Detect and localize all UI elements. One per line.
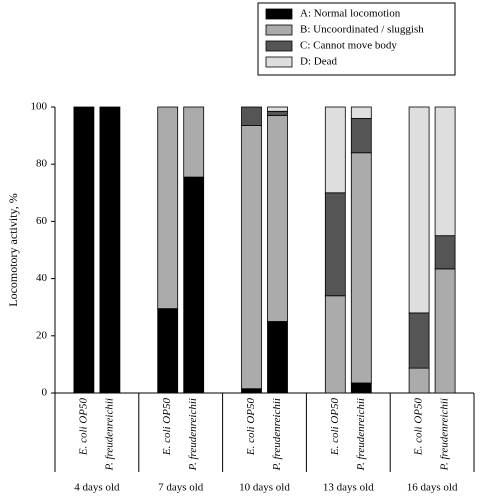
x-tick-label: E. coli OP50 bbox=[245, 398, 257, 457]
y-tick-label: 60 bbox=[36, 215, 48, 227]
legend-swatch bbox=[265, 40, 293, 52]
bar-segment bbox=[434, 268, 456, 394]
bar-segment bbox=[241, 125, 262, 390]
x-tick-label: P. freudenreichii bbox=[103, 398, 115, 471]
y-tick-label: 80 bbox=[36, 158, 48, 170]
legend-swatch bbox=[265, 56, 293, 68]
legend-swatch bbox=[265, 8, 293, 20]
x-tick-label: E. coli OP50 bbox=[161, 398, 173, 457]
bar-segment bbox=[324, 192, 346, 297]
bar-segment bbox=[73, 106, 95, 394]
group-label: 7 days old bbox=[158, 482, 204, 494]
y-axis-label: Locomotory activity, % bbox=[6, 193, 20, 307]
bar-segment bbox=[241, 388, 262, 394]
bar-segment bbox=[183, 176, 205, 394]
bar-segment bbox=[241, 106, 262, 126]
bar-segment bbox=[324, 295, 346, 394]
x-tick-label: P. freudenreichii bbox=[187, 398, 199, 471]
bar-segment bbox=[408, 106, 430, 314]
x-tick-label: E. coli OP50 bbox=[413, 398, 425, 457]
legend-label: D: Dead bbox=[300, 56, 337, 68]
y-tick-label: 0 bbox=[42, 387, 48, 399]
bar-segment bbox=[267, 321, 288, 394]
y-tick-label: 100 bbox=[31, 101, 48, 113]
y-tick-label: 40 bbox=[36, 272, 48, 284]
legend-label: A: Normal locomotion bbox=[300, 8, 401, 20]
y-tick-label: 20 bbox=[36, 329, 48, 341]
bar-segment bbox=[157, 308, 179, 394]
legend-label: B: Uncoordinated / sluggish bbox=[300, 24, 424, 36]
x-tick-label: E. coli OP50 bbox=[77, 398, 89, 457]
bar-segment bbox=[157, 106, 179, 310]
x-tick-label: P. freudenreichii bbox=[439, 398, 451, 471]
bar-segment bbox=[267, 106, 288, 112]
bar-segment bbox=[408, 312, 430, 369]
group-label: 4 days old bbox=[74, 482, 120, 494]
bar-segment bbox=[350, 106, 372, 119]
bar-segment bbox=[183, 106, 205, 178]
bar-segment bbox=[434, 106, 456, 237]
bar-segment bbox=[350, 382, 372, 394]
bar-segment bbox=[434, 235, 456, 270]
bar-segment bbox=[350, 118, 372, 154]
bar-segment bbox=[324, 106, 346, 194]
bar-segment bbox=[267, 110, 288, 116]
group-label: 13 days old bbox=[323, 482, 374, 494]
x-tick-label: P. freudenreichii bbox=[355, 398, 367, 471]
bar-segment bbox=[267, 115, 288, 322]
legend-label: C: Cannot move body bbox=[300, 40, 397, 52]
x-tick-label: E. coli OP50 bbox=[329, 398, 341, 457]
bar-segment bbox=[350, 152, 372, 384]
bar-segment bbox=[99, 106, 121, 394]
group-label: 16 days old bbox=[407, 482, 458, 494]
group-label: 10 days old bbox=[239, 482, 290, 494]
bar-segment bbox=[408, 367, 430, 394]
legend-swatch bbox=[265, 24, 293, 36]
x-tick-label: P. freudenreichii bbox=[271, 398, 283, 471]
